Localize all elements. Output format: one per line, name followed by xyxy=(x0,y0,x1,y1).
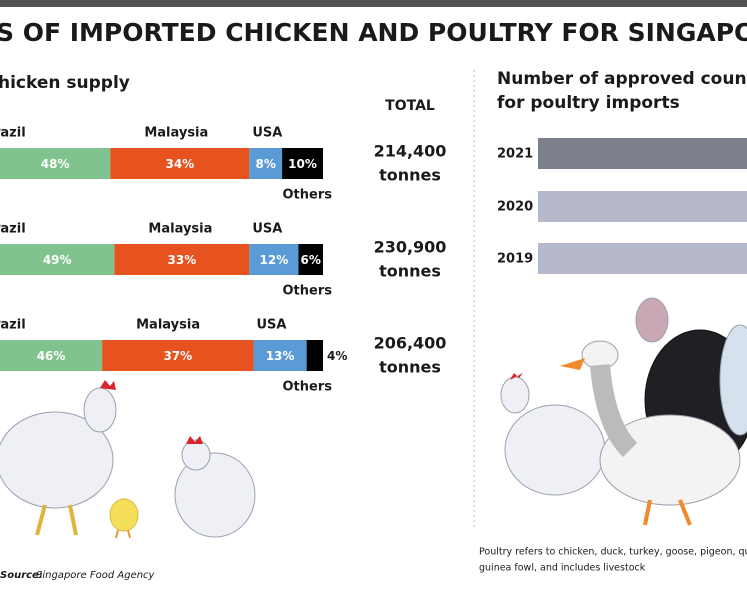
series-name: razil xyxy=(0,126,26,141)
bar-segment xyxy=(0,244,115,275)
value-label: 8% xyxy=(256,157,276,171)
value-label: 33% xyxy=(168,253,197,267)
top-strip xyxy=(0,0,747,7)
series-name: USA xyxy=(252,126,282,141)
total-value: 230,900 xyxy=(374,238,447,257)
bar-segment xyxy=(249,148,283,179)
series-name: razil xyxy=(0,222,26,237)
value-label: 34% xyxy=(165,157,194,171)
total-unit: tonnes xyxy=(379,262,441,281)
note: Poultry refers to chicken, duck, turkey,… xyxy=(479,547,747,558)
total-value: 206,400 xyxy=(374,334,447,353)
bar-segment xyxy=(306,340,323,371)
series-name: Malaysia xyxy=(136,318,200,333)
series-name: Others xyxy=(283,284,333,299)
total-value: 214,400 xyxy=(374,142,447,161)
value-label: 49% xyxy=(43,253,72,267)
bar xyxy=(538,138,747,169)
value-label: 13% xyxy=(266,349,295,363)
series-name: USA xyxy=(256,318,286,333)
value-label: 6% xyxy=(301,253,321,267)
main-title: S OF IMPORTED CHICKEN AND POULTRY FOR SI… xyxy=(0,18,747,47)
series-name: razil xyxy=(0,318,26,333)
series-name: Others xyxy=(283,188,333,203)
series-name: Malaysia xyxy=(148,222,212,237)
chicken-illustrations xyxy=(0,297,747,539)
category-label: 2020 xyxy=(497,200,533,215)
source: Singapore Food Agency xyxy=(36,570,156,581)
bar-segment xyxy=(282,148,323,179)
bar-segment xyxy=(110,148,250,179)
value-label: 48% xyxy=(41,157,70,171)
note: guinea fowl, and includes livestock xyxy=(479,563,646,574)
series-name: Malaysia xyxy=(144,126,208,141)
value-label: 46% xyxy=(37,349,66,363)
total-heading: TOTAL xyxy=(385,98,435,114)
bar-segment xyxy=(249,244,299,275)
right-title: Number of approved countr xyxy=(497,69,747,89)
category-label: 2021 xyxy=(497,147,533,162)
bar-segment xyxy=(298,244,323,275)
category-label: 2019 xyxy=(497,252,533,267)
bar xyxy=(538,243,747,274)
value-label: 4% xyxy=(327,349,347,363)
bar-segment xyxy=(253,340,307,371)
right-title: for poultry imports xyxy=(497,93,680,113)
value-label: 12% xyxy=(260,253,289,267)
total-unit: tonnes xyxy=(379,166,441,185)
total-unit: tonnes xyxy=(379,358,441,377)
bar xyxy=(538,191,747,222)
bar-segment xyxy=(114,244,250,275)
value-label: 37% xyxy=(163,349,192,363)
bar-segment xyxy=(102,340,254,371)
value-label: 10% xyxy=(288,157,317,171)
left-title: hicken supply xyxy=(0,73,130,93)
bar-segment xyxy=(0,148,111,179)
source-label: Source: xyxy=(0,570,43,581)
series-name: USA xyxy=(252,222,282,237)
bar-segment xyxy=(0,340,103,371)
series-name: Others xyxy=(283,380,333,395)
